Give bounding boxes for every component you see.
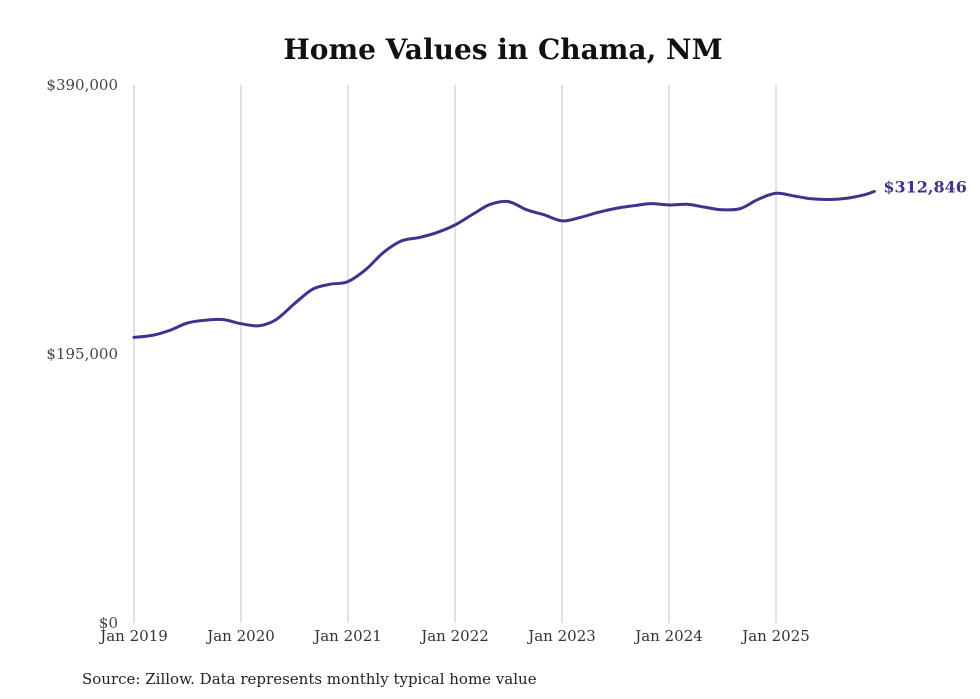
series-line (132, 189, 876, 339)
gridlines (133, 85, 777, 623)
x-tick-label: Jan 2022 (419, 627, 489, 645)
y-axis-ticks: $0 $195,000 $390,000 (46, 76, 118, 632)
x-axis-ticks: Jan 2019 Jan 2020 Jan 2021 Jan 2022 Jan 2023… (98, 627, 810, 645)
y-tick-label: $0 (99, 614, 118, 632)
x-tick-label: Jan 2025 (740, 627, 810, 645)
source-note: Source: Zillow. Data represents monthly … (82, 670, 537, 688)
y-tick-label: $195,000 (46, 345, 118, 363)
series-layer (132, 189, 876, 339)
chart-title: Home Values in Chama, NM (283, 33, 722, 66)
end-value-label: $312,846 (883, 177, 967, 196)
x-tick-label: Jan 2019 (98, 627, 168, 645)
x-tick-label: Jan 2020 (205, 627, 275, 645)
x-tick-label: Jan 2021 (312, 627, 382, 645)
x-tick-label: Jan 2023 (526, 627, 596, 645)
y-tick-label: $390,000 (46, 76, 118, 94)
x-tick-label: Jan 2024 (633, 627, 703, 645)
